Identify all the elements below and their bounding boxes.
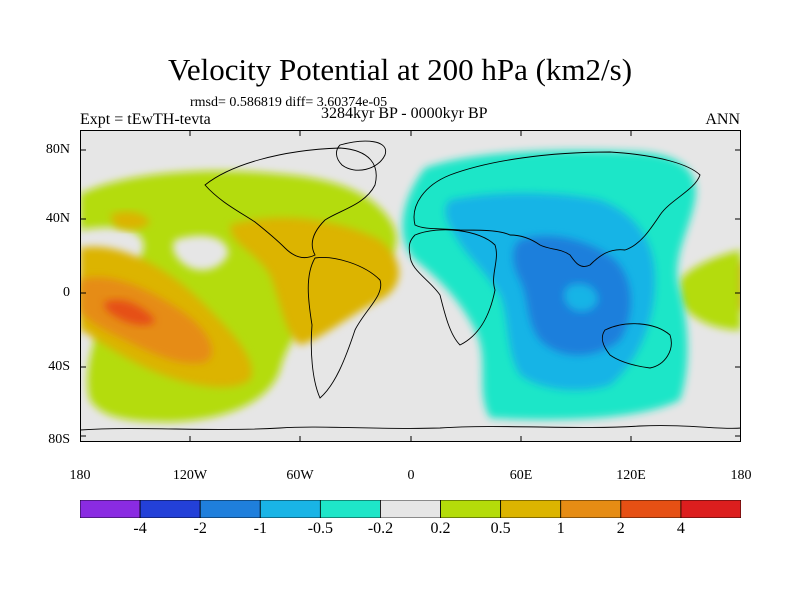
lon-label-60w: 60W xyxy=(286,468,314,483)
contour-negative-0.5-center xyxy=(564,283,598,312)
colorbar-tick-label: -1 xyxy=(253,520,267,537)
colorbar-swatch xyxy=(680,500,741,518)
season-label: ANN xyxy=(705,111,740,128)
colorbar-tick-label: -4 xyxy=(133,520,147,537)
contour-positive-0.5-america xyxy=(230,217,399,345)
lon-label-0: 0 xyxy=(407,468,415,483)
contour-positive-2-pacific xyxy=(104,300,155,326)
velocity-potential-map xyxy=(80,130,741,442)
colorbar-swatch xyxy=(560,500,622,518)
lat-label-80s: 80S xyxy=(48,432,70,447)
colorbar-swatch xyxy=(199,500,261,518)
lon-label-180-west: 180 xyxy=(69,468,91,483)
colorbar-swatch xyxy=(380,500,441,518)
contour-neutral-hole-southwest xyxy=(358,299,440,336)
lon-label-120w: 120W xyxy=(172,468,208,483)
coast-south-america xyxy=(307,257,382,399)
colorbar-tick-label: 4 xyxy=(676,520,685,537)
lat-label-0: 0 xyxy=(63,285,70,300)
coast-antarctica xyxy=(80,425,741,431)
period-label: 3284kyr BP - 0000kyr BP xyxy=(321,105,488,122)
stats-label: rmsd= 0.586819 diff= 3.60374e-05 xyxy=(190,95,388,110)
colorbar-swatch xyxy=(620,500,682,518)
lon-label-180-east: 180 xyxy=(730,468,752,483)
lat-label-40n: 40N xyxy=(45,211,70,226)
coast-greenland xyxy=(336,140,387,171)
contour-positive-0.2-east-edge xyxy=(680,250,741,330)
colorbar-tick-label: 2 xyxy=(616,520,625,537)
colorbar-tick-label: -0.2 xyxy=(367,520,394,537)
colorbar-swatch xyxy=(440,500,502,518)
lat-label-40s: 40S xyxy=(48,359,70,374)
map-title: Velocity Potential at 200 hPa (km2/s) xyxy=(167,52,633,87)
coast-north-america xyxy=(204,147,377,259)
coast-australia xyxy=(601,323,672,369)
experiment-label: Expt = tEwTH-tevta xyxy=(80,111,211,128)
contour-neutral-hole-west xyxy=(173,235,229,271)
axis-ticks xyxy=(80,130,741,442)
coast-africa xyxy=(408,229,497,346)
colorbar-swatch xyxy=(319,500,381,518)
lon-label-120e: 120E xyxy=(616,468,646,483)
colorbar-swatch xyxy=(80,500,141,518)
colorbar xyxy=(80,500,741,518)
lat-label-80n: 80N xyxy=(45,142,70,157)
colorbar-tick-label: -2 xyxy=(193,520,207,537)
colorbar-swatch xyxy=(139,500,201,518)
colorbar-swatch xyxy=(259,500,321,518)
colorbar-swatch xyxy=(500,500,562,518)
coastlines xyxy=(80,140,741,431)
colorbar-tick-label: 0.5 xyxy=(490,520,511,537)
colorbar-tick-label: -0.5 xyxy=(307,520,334,537)
coast-eurasia xyxy=(413,151,701,267)
lon-label-60e: 60E xyxy=(509,468,533,483)
map-frame xyxy=(80,130,741,442)
contour-positive-0.5-north-pacific xyxy=(110,211,150,230)
colorbar-tick-label: 1 xyxy=(556,520,565,537)
colorbar-tick-label: 0.2 xyxy=(430,520,451,537)
